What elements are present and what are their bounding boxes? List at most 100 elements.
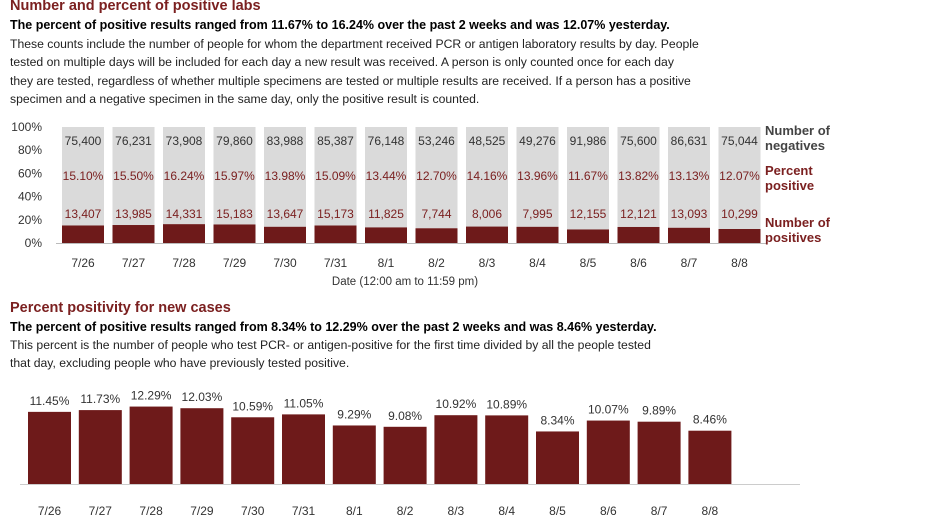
negatives-bar [466,127,508,227]
negatives-data-label: 79,860 [216,134,253,148]
percent-positivity-bar [282,414,325,484]
percent-positive-data-label: 13.98% [265,169,306,183]
x-tick-label: 8/8 [731,256,748,270]
bar-data-label: 10.07% [588,403,629,417]
section2-subtitle: The percent of positive results ranged f… [10,320,657,334]
percent-positivity-bar [637,421,681,484]
legend-label: Percent [765,163,813,178]
x-tick-label: 8/5 [549,504,566,518]
x-tick-label: 8/1 [378,256,395,270]
bar-data-label: 9.08% [388,409,422,423]
negatives-data-label: 85,387 [317,134,354,148]
positives-bar [668,227,710,243]
x-tick-label: 8/3 [448,504,465,518]
bar-data-label: 11.45% [30,394,70,408]
negatives-data-label: 83,988 [267,134,304,148]
percent-positive-data-label: 15.97% [214,169,255,183]
negatives-data-label: 91,986 [570,134,607,148]
percent-positivity-bar [180,408,224,484]
percent-positive-data-label: 14.16% [467,169,508,183]
percent-positive-data-label: 13.96% [517,169,558,183]
x-tick-label: 8/3 [479,256,496,270]
x-tick-label: 7/28 [139,504,163,518]
negatives-bar [415,127,458,229]
x-tick-label: 7/29 [190,504,214,518]
x-tick-label: 8/8 [702,504,719,518]
section1-description-line: specimen and a negative specimen in the … [10,92,480,107]
positives-data-label: 13,407 [65,207,102,221]
positives-bar [264,226,306,243]
percent-positivity-bar [231,417,275,484]
negatives-data-label: 75,600 [620,134,657,148]
percent-positive-data-label: 13.13% [669,169,710,183]
x-tick-label: 8/7 [651,504,668,518]
positives-data-label: 7,995 [522,207,552,221]
percent-positive-data-label: 11.67% [568,169,608,183]
negatives-bar [516,127,559,227]
x-tick-label: 8/2 [428,256,445,270]
percent-positivity-bar [586,420,630,484]
bar-data-label: 8.34% [540,413,574,427]
negatives-data-label: 76,148 [368,134,405,148]
x-tick-label: 7/26 [71,256,95,270]
positives-data-label: 7,744 [421,207,451,221]
percent-positivity-bar [78,410,122,484]
x-tick-label: 8/1 [346,504,363,518]
legend-label: positive [765,178,814,193]
positives-bar [365,227,407,243]
x-tick-label: 7/30 [273,256,297,270]
percent-positivity-bar [536,431,579,484]
legend-label: Number of [765,215,831,230]
percent-positivity-bar [485,415,529,484]
bar-data-label: 11.73% [80,392,120,406]
section1-description-line: they are tested, regardless of whether m… [10,73,691,88]
negatives-bar [264,127,306,227]
bar-data-label: 10.92% [436,397,477,411]
positives-bar [112,225,155,243]
section1-description-line: tested on multiple days will be included… [10,55,674,70]
negatives-bar [668,127,710,228]
legend-label: Number of [765,123,831,138]
positives-bar [415,228,458,243]
x-tick-label: 8/4 [529,256,546,270]
bar-data-label: 9.29% [337,407,371,421]
negatives-bar [617,127,660,227]
negatives-data-label: 73,908 [166,134,203,148]
bar-data-label: 11.05% [284,396,324,410]
x-tick-label: 7/30 [241,504,265,518]
x-tick-label: 8/6 [630,256,647,270]
positives-data-label: 15,183 [216,207,253,221]
x-tick-label: 8/5 [580,256,597,270]
y-tick-label: 40% [18,190,42,204]
positives-data-label: 10,299 [721,207,758,221]
negatives-bar [163,127,205,225]
positives-data-label: 12,121 [620,207,657,221]
percent-positive-data-label: 13.82% [618,169,659,183]
negatives-bar [62,127,104,226]
percent-positive-data-label: 15.50% [113,169,154,183]
positives-data-label: 11,825 [368,207,404,221]
negatives-data-label: 76,231 [115,134,152,148]
positives-data-label: 8,006 [472,207,502,221]
negatives-bar [718,127,761,230]
percent-positivity-chart: 11.45% 7/26 11.73% 7/27 12.29% 7/28 12.03% 7/29… [20,389,800,518]
legend-label: negatives [765,138,825,153]
percent-positivity-bar [129,406,173,484]
negatives-data-label: 75,400 [65,134,102,148]
positives-data-label: 13,647 [267,207,304,221]
percent-positivity-bar [332,425,376,484]
negatives-data-label: 48,525 [469,134,506,148]
positives-bar [466,226,508,243]
negatives-data-label: 53,246 [418,134,455,148]
negatives-bar [365,127,407,228]
x-tick-label: 7/28 [172,256,196,270]
x-tick-label: 8/2 [397,504,414,518]
percent-positive-data-label: 12.07% [719,169,760,183]
y-tick-label: 100% [11,120,42,134]
positives-bar [617,226,660,243]
positives-bar [62,225,104,243]
negatives-bar [213,127,256,225]
negatives-bar [314,127,357,226]
x-tick-label: 7/31 [324,256,348,270]
percent-positivity-bar [383,426,427,484]
